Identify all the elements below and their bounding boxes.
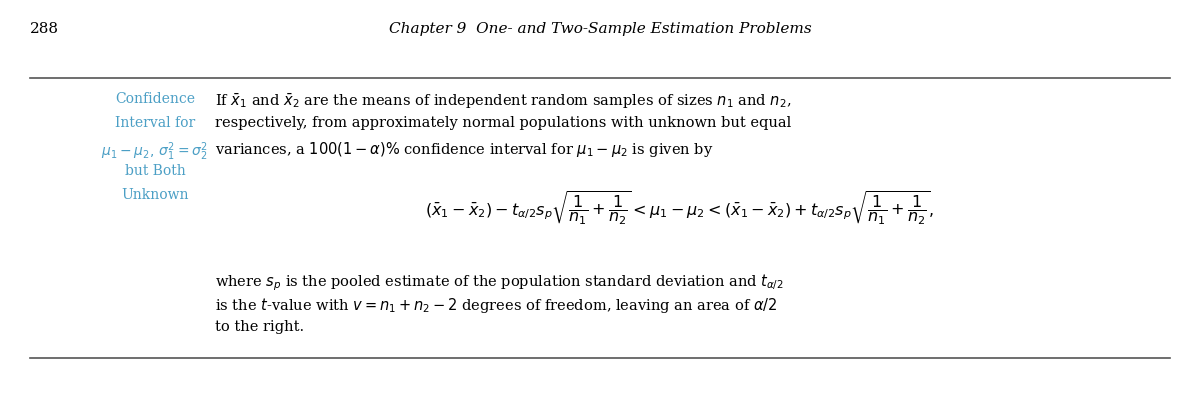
Text: variances, a $100(1 - \alpha)\%$ confidence interval for $\mu_1 - \mu_2$ is give: variances, a $100(1 - \alpha)\%$ confide… xyxy=(215,140,714,159)
Text: Unknown: Unknown xyxy=(121,188,188,202)
Text: Chapter 9  One- and Two-Sample Estimation Problems: Chapter 9 One- and Two-Sample Estimation… xyxy=(389,22,811,36)
Text: 288: 288 xyxy=(30,22,59,36)
Text: is the $t$-value with $v = n_1 + n_2 - 2$ degrees of freedom, leaving an area of: is the $t$-value with $v = n_1 + n_2 - 2… xyxy=(215,296,778,315)
Text: $\mu_1 - \mu_2,\, \sigma_1^2 = \sigma_2^2$: $\mu_1 - \mu_2,\, \sigma_1^2 = \sigma_2^… xyxy=(102,140,209,162)
Text: to the right.: to the right. xyxy=(215,320,304,334)
Text: Interval for: Interval for xyxy=(115,116,196,130)
Text: Confidence: Confidence xyxy=(115,92,194,106)
Text: respectively, from approximately normal populations with unknown but equal: respectively, from approximately normal … xyxy=(215,116,791,130)
Text: but Both: but Both xyxy=(125,164,185,178)
Text: where $s_p$ is the pooled estimate of the population standard deviation and $t_{: where $s_p$ is the pooled estimate of th… xyxy=(215,272,784,293)
Text: If $\bar{x}_1$ and $\bar{x}_2$ are the means of independent random samples of si: If $\bar{x}_1$ and $\bar{x}_2$ are the m… xyxy=(215,92,792,111)
Text: $(\bar{x}_1 - \bar{x}_2) - t_{\alpha/2}s_p\sqrt{\dfrac{1}{n_1} + \dfrac{1}{n_2}}: $(\bar{x}_1 - \bar{x}_2) - t_{\alpha/2}s… xyxy=(425,190,935,228)
